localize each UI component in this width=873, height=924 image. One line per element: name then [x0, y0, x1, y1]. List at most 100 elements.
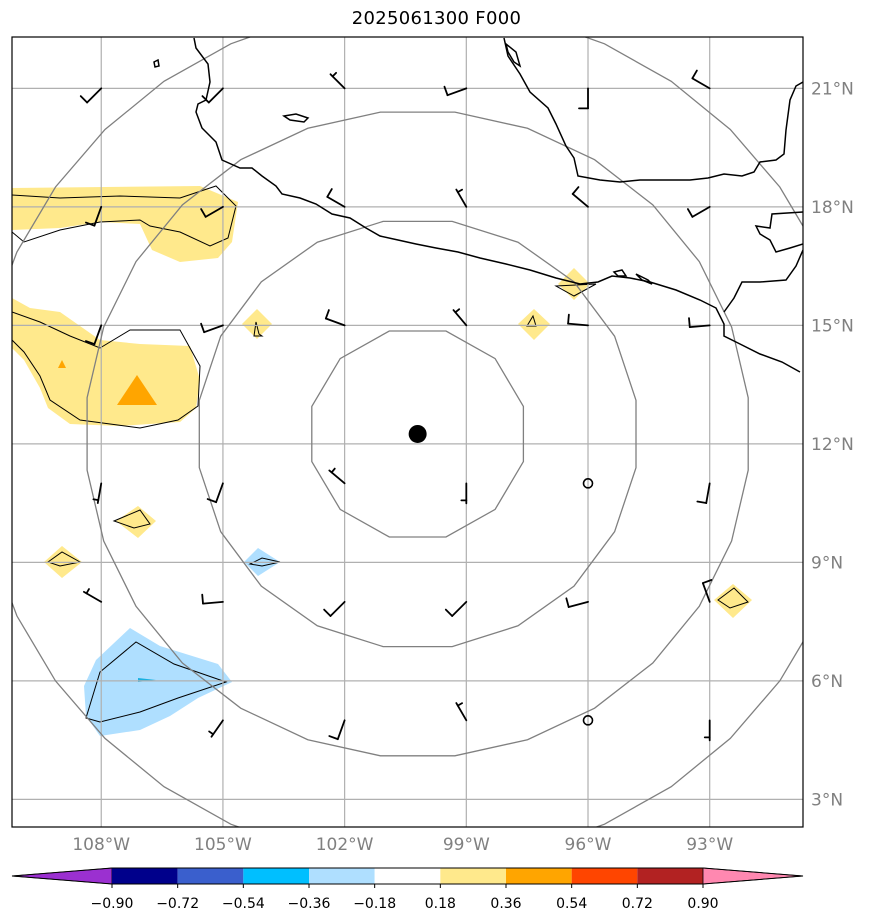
coastlines: [153, 37, 803, 373]
longitude-tick-label: 105°W: [194, 835, 252, 855]
wind-barb: [200, 322, 224, 334]
longitude-tick-label: 99°W: [443, 835, 490, 855]
graticule: [12, 37, 803, 827]
wind-barb: [200, 205, 224, 218]
wind-barb: [460, 482, 468, 505]
island-outline: [635, 273, 653, 285]
latitude-tick-label: 9°N: [811, 553, 843, 573]
central-america-coastline: [723, 249, 803, 313]
colorbar-extend-high: [702, 867, 804, 885]
wind-barb: [565, 597, 589, 608]
latitude-labels: 3°N 6°N 9°N 12°N 15°N 18°N 21°N: [811, 79, 854, 810]
wind-barb: [578, 87, 589, 110]
colorbar-segment: [571, 868, 638, 884]
storm-center-marker: [408, 424, 427, 443]
colorbar-tick-label: 0.72: [622, 896, 653, 912]
colorbar-tick-label: 0.54: [556, 896, 587, 912]
positive-anomaly-area: [518, 309, 550, 340]
wind-barb: [201, 87, 224, 104]
range-rings: [12, 37, 803, 827]
strong-positive-anomaly-area: [117, 375, 157, 405]
latitude-tick-label: 12°N: [811, 435, 854, 455]
colorbar-tick-label: 0.36: [490, 896, 521, 912]
colorbar-segment: [309, 868, 375, 884]
wind-barb: [691, 69, 711, 90]
colorbar-segment: [506, 868, 572, 884]
wind-barb: [324, 309, 346, 327]
wind-barbs: [79, 69, 713, 742]
latitude-tick-label: 21°N: [811, 79, 854, 99]
wind-barb: [455, 188, 468, 208]
island-outline: [282, 113, 310, 123]
wind-barb: [582, 478, 594, 489]
positive-anomaly-area: [12, 298, 200, 426]
wind-barb: [92, 482, 103, 504]
wind-barb: [444, 600, 468, 617]
colorbar-segment: [637, 868, 703, 884]
map-area: [12, 37, 803, 827]
wind-barb: [329, 71, 346, 90]
colorbar-segment: [177, 868, 244, 884]
island-outline: [504, 42, 522, 68]
wind-barb: [206, 482, 224, 504]
latitude-tick-label: 15°N: [811, 316, 854, 336]
range-ring: [86, 111, 749, 757]
wind-barb: [571, 186, 589, 208]
wind-barb: [201, 593, 224, 605]
wind-barb: [326, 188, 346, 208]
colorbar-tick-label: −0.54: [222, 896, 265, 912]
wind-barb: [688, 317, 711, 328]
gulf-coastline: [503, 37, 803, 183]
wind-barb: [328, 467, 346, 485]
latitude-tick-label: 18°N: [811, 198, 854, 218]
wind-barb: [452, 308, 468, 327]
colorbar-extend-low: [11, 867, 113, 885]
longitude-labels: 108°W 105°W 102°W 99°W 96°W 93°W: [72, 835, 733, 855]
colorbar-segment: [112, 868, 178, 884]
wind-barb: [208, 719, 224, 738]
colorbar-tick-label: −0.72: [156, 896, 199, 912]
wind-barb: [701, 579, 713, 603]
contour-lines: [12, 185, 749, 723]
colorbar-tick-label: −0.18: [353, 896, 396, 912]
strong-positive-anomaly-area: [58, 360, 66, 368]
wind-barb: [443, 85, 468, 97]
colorbar-tick-label: 0.18: [425, 896, 456, 912]
wind-barb: [455, 702, 468, 722]
wind-barb: [85, 324, 103, 346]
colorbar-segment: [440, 868, 506, 884]
island-outline: [612, 269, 628, 277]
latitude-tick-label: 6°N: [811, 672, 843, 692]
wind-barb: [323, 600, 346, 617]
wind-barb: [83, 588, 103, 603]
wind-barb: [703, 719, 711, 742]
mexico-pacific-coastline: [193, 37, 801, 373]
colorbar-segment: [374, 868, 441, 884]
wind-barb: [696, 482, 711, 504]
colorbar-tick-label: −0.90: [91, 896, 134, 912]
wind-barb: [328, 719, 346, 741]
map-title: 2025061300 F000: [351, 8, 522, 29]
longitude-tick-label: 108°W: [72, 835, 130, 855]
wind-barb: [686, 205, 711, 218]
island-outline: [153, 58, 160, 68]
yucatan-coastline: [754, 211, 803, 253]
colorbar-tick-label: −0.36: [288, 896, 331, 912]
longitude-tick-label: 102°W: [316, 835, 374, 855]
wind-barb: [582, 715, 594, 726]
latitude-tick-label: 3°N: [811, 790, 843, 810]
wind-barb: [79, 87, 103, 104]
wind-barb: [567, 313, 589, 327]
positive-anomaly-area: [116, 506, 156, 538]
negative-anomaly-area: [84, 628, 232, 736]
shading-layer: [12, 186, 752, 736]
wind-barb: [85, 205, 103, 227]
colorbar-segment: [243, 868, 309, 884]
range-ring: [198, 220, 637, 648]
positive-anomaly-area: [714, 584, 752, 618]
colorbar: −0.90 −0.72 −0.54 −0.36 −0.18 0.18 0.36 0.54 0.7…: [11, 867, 804, 912]
colorbar-tick-label: 0.90: [687, 896, 718, 912]
range-ring: [311, 330, 525, 538]
longitude-tick-label: 93°W: [686, 835, 733, 855]
